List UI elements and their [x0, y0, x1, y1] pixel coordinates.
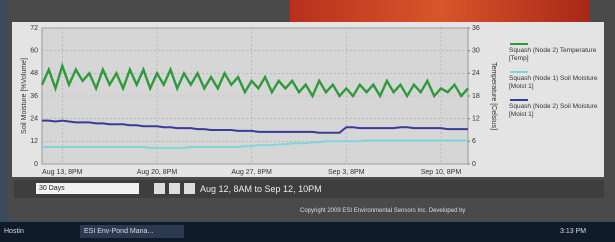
taskbar: Hostin ESI Env-Pond Mana... 3:13 PM — [0, 222, 615, 242]
y2-tick-label: 30 — [472, 48, 480, 55]
y-tick-label: 60 — [30, 48, 38, 55]
y2-axis-title: Temperature [Celsius] — [490, 62, 497, 130]
y-tick-label: 72 — [30, 25, 38, 32]
period-select[interactable]: 30 Days — [36, 183, 139, 194]
y2-tick-label: 18 — [472, 93, 480, 100]
legend-label: Squash (Node 1) Soil Moisture [Moist 1] — [509, 75, 601, 91]
y2-tick-label: 36 — [472, 25, 480, 32]
y-tick-label: 12 — [30, 138, 38, 145]
clock: 3:13 PM — [560, 228, 586, 235]
y-tick-label: 0 — [34, 161, 38, 168]
y2-tick-label: 12 — [472, 116, 480, 123]
legend-text: Squash (Node 2) Soil Moisture [Moist 1] — [509, 103, 601, 125]
x-tick-label: Sep 3, 8PM — [328, 169, 365, 176]
task-button[interactable]: ESI Env-Pond Mana... — [80, 225, 184, 238]
legend-text: Squash (Node 2) Temperature [Temp] — [509, 47, 601, 69]
x-tick-label: Sep 10, 8PM — [421, 169, 462, 176]
y2-tick-label: 24 — [472, 70, 480, 77]
y-tick-label: 48 — [30, 70, 38, 77]
chart: Soil Moisture [%Volume] Temperature [Cel… — [0, 0, 615, 242]
legend-label: Squash (Node 2) Temperature [Temp] — [509, 47, 601, 63]
y2-tick-label: 0 — [472, 161, 476, 168]
controls: 30 Days Aug 12, 8AM to Sep 12, 10PM — [14, 180, 604, 198]
y-axis-title: Soil Moisture [%Volume] — [21, 58, 28, 134]
prev-button[interactable] — [154, 183, 165, 194]
y2-tick-label: 6 — [472, 138, 476, 145]
page: Soil Moisture [%Volume] Temperature [Cel… — [0, 0, 615, 242]
y-tick-label: 24 — [30, 116, 38, 123]
range-text: Aug 12, 8AM to Sep 12, 10PM — [200, 184, 322, 194]
y-tick-label: 36 — [30, 93, 38, 100]
next-button[interactable] — [184, 183, 195, 194]
copyright: Copyright 2009 ESI Environmental Sensors… — [300, 208, 465, 214]
x-tick-label: Aug 13, 8PM — [42, 169, 83, 176]
legend-label: Squash (Node 2) Soil Moisture [Moist 1] — [509, 103, 601, 119]
play-button[interactable] — [169, 183, 180, 194]
x-tick-label: Aug 20, 8PM — [137, 169, 178, 176]
legend-text: Squash (Node 1) Soil Moisture [Moist 1] — [509, 75, 601, 97]
start-item[interactable]: Hostin — [4, 228, 24, 235]
x-tick-label: Aug 27, 8PM — [231, 169, 272, 176]
